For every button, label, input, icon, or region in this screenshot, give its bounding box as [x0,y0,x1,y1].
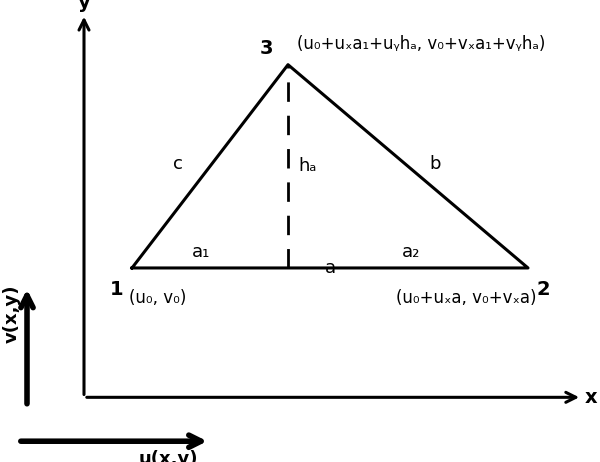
Text: x: x [585,388,598,407]
Text: a: a [325,259,335,277]
Text: u(x,y): u(x,y) [138,450,198,462]
Text: hₐ: hₐ [299,158,317,175]
Text: a₁: a₁ [192,243,210,261]
Text: 2: 2 [537,280,551,298]
Text: (u₀+uₓa, v₀+vₓa): (u₀+uₓa, v₀+vₓa) [397,289,537,307]
Text: a₂: a₂ [402,243,420,261]
Text: 3: 3 [260,39,273,58]
Text: (u₀+uₓa₁+uᵧhₐ, v₀+vₓa₁+vᵧhₐ): (u₀+uₓa₁+uᵧhₐ, v₀+vₓa₁+vᵧhₐ) [297,35,545,53]
Text: 1: 1 [109,280,123,298]
Text: c: c [173,155,183,173]
Text: b: b [429,155,440,173]
Text: (u₀, v₀): (u₀, v₀) [129,289,187,307]
Text: y: y [77,0,91,12]
Text: v(x,y): v(x,y) [3,285,21,343]
